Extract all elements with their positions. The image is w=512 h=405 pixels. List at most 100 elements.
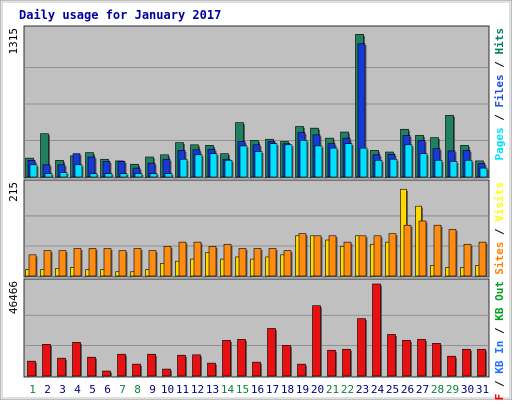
bar-kb-f-body bbox=[462, 348, 471, 377]
x-tick-label: 25 bbox=[386, 383, 399, 396]
x-tick-label: 24 bbox=[371, 383, 385, 396]
bar-pages bbox=[449, 161, 459, 179]
bar-kb-f-body bbox=[147, 353, 156, 377]
bar-pages bbox=[284, 144, 294, 179]
bar-kb-f bbox=[447, 355, 457, 378]
bar-pages bbox=[179, 158, 189, 179]
bar-pages-body bbox=[329, 147, 338, 178]
bar-kb-f bbox=[297, 363, 307, 378]
panel-bottom-bars bbox=[27, 283, 487, 378]
x-tick-label: 26 bbox=[401, 383, 414, 396]
x-tick-label: 15 bbox=[236, 383, 249, 396]
x-tick-label: 12 bbox=[191, 383, 204, 396]
bar-kb-f bbox=[357, 318, 367, 378]
bar-sites-body bbox=[43, 250, 52, 277]
bar-kb-f bbox=[342, 348, 352, 378]
bar-sites-body bbox=[283, 250, 292, 277]
bar-kb-f bbox=[402, 340, 412, 378]
bar-kb-f-body bbox=[327, 349, 336, 377]
bar-sites-body bbox=[343, 241, 352, 277]
bar-sites bbox=[28, 254, 38, 278]
bar-pages bbox=[329, 147, 339, 179]
bar-kb-f-body bbox=[162, 368, 171, 377]
legend-separator: / bbox=[493, 55, 506, 75]
bar-pages bbox=[389, 158, 399, 179]
x-tick-label: 29 bbox=[446, 383, 459, 396]
bar-sites-body bbox=[178, 241, 187, 277]
bar-kb-f bbox=[222, 340, 232, 378]
bar-kb-f-body bbox=[72, 342, 81, 377]
x-tick-label: 5 bbox=[89, 383, 96, 396]
bar-pages bbox=[359, 147, 369, 179]
bar-sites bbox=[238, 248, 248, 278]
bar-pages-body bbox=[179, 158, 188, 178]
bar-pages bbox=[89, 173, 99, 179]
bar-kb-f-body bbox=[222, 340, 231, 377]
bar-kb-f-body bbox=[297, 363, 306, 377]
bar-sites-body bbox=[373, 235, 382, 277]
bar-sites-body bbox=[163, 246, 172, 277]
legend-kb-out: KB Out bbox=[493, 281, 506, 321]
bar-pages bbox=[479, 167, 489, 179]
x-tick-label: 10 bbox=[161, 383, 174, 396]
bar-kb-f-body bbox=[42, 344, 51, 377]
bar-sites bbox=[403, 224, 413, 278]
bar-pages-body bbox=[149, 173, 158, 178]
bar-sites bbox=[343, 241, 353, 278]
x-tick-label: 18 bbox=[281, 383, 294, 396]
bar-kb-f bbox=[117, 353, 127, 378]
legend-kb-in: KB In bbox=[493, 341, 506, 374]
panel-middle-max-label: 215 bbox=[7, 182, 20, 202]
bar-sites-body bbox=[328, 235, 337, 277]
bar-pages-body bbox=[434, 160, 443, 178]
bar-kb-f bbox=[237, 339, 247, 378]
x-tick-label: 17 bbox=[266, 383, 279, 396]
bar-sites bbox=[478, 241, 488, 278]
bar-sites bbox=[73, 248, 83, 278]
bar-kb-f-body bbox=[417, 339, 426, 377]
bar-sites-body bbox=[448, 229, 457, 277]
bar-kb-f-body bbox=[177, 354, 186, 377]
bar-kb-f-body bbox=[372, 283, 381, 377]
legend-pages: Pages bbox=[493, 127, 506, 160]
bar-pages-body bbox=[374, 160, 383, 178]
bar-pages bbox=[419, 153, 429, 179]
bar-sites-body bbox=[208, 246, 217, 277]
legend-separator: / bbox=[493, 321, 506, 341]
bar-pages-body bbox=[254, 151, 263, 178]
legend-separator: / bbox=[493, 222, 506, 242]
bar-sites bbox=[433, 224, 443, 278]
bar-sites bbox=[463, 243, 473, 278]
bar-kb-f bbox=[312, 305, 322, 378]
x-tick-label: 11 bbox=[176, 383, 189, 396]
bar-sites-body bbox=[223, 243, 232, 277]
bar-sites-body bbox=[358, 235, 367, 277]
bar-pages bbox=[374, 160, 384, 179]
x-tick-label: 20 bbox=[311, 383, 324, 396]
bar-pages-body bbox=[104, 173, 113, 178]
bar-sites bbox=[418, 220, 428, 278]
bar-kb-f bbox=[432, 343, 442, 378]
bar-kb-f-body bbox=[27, 360, 36, 377]
bar-sites bbox=[208, 246, 218, 278]
bar-sites-body bbox=[463, 243, 472, 277]
bar-sites-body bbox=[478, 241, 487, 277]
bar-sites bbox=[268, 248, 278, 278]
bar-sites bbox=[313, 235, 323, 278]
bar-sites bbox=[178, 241, 188, 278]
x-tick-label: 22 bbox=[341, 383, 354, 396]
legend-kb-f: KB F bbox=[493, 394, 506, 400]
bar-pages bbox=[44, 173, 54, 179]
bar-kb-f-body bbox=[387, 334, 396, 377]
bar-pages bbox=[209, 153, 219, 179]
x-tick-label: 28 bbox=[431, 383, 444, 396]
bar-sites-body bbox=[148, 250, 157, 277]
bar-kb-f bbox=[177, 354, 187, 378]
bar-kb-f bbox=[42, 344, 52, 378]
bar-kb-f-body bbox=[192, 354, 201, 377]
bar-kb-f-body bbox=[87, 356, 96, 377]
bar-kb-f-body bbox=[432, 343, 441, 377]
bar-kb-f bbox=[282, 345, 292, 378]
panel-top: 1315 Pages / Files / Hits bbox=[7, 25, 506, 179]
